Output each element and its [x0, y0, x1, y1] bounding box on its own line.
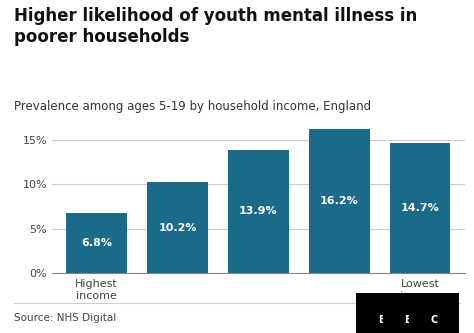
Bar: [309, 129, 370, 273]
Bar: [66, 213, 127, 273]
Text: Source: NHS Digital: Source: NHS Digital: [14, 313, 117, 323]
Text: 13.9%: 13.9%: [239, 206, 278, 216]
Text: C: C: [430, 315, 438, 325]
Text: B: B: [378, 315, 385, 325]
Text: 10.2%: 10.2%: [158, 223, 197, 233]
Bar: [390, 143, 450, 273]
Bar: [228, 150, 289, 273]
Text: B: B: [404, 315, 411, 325]
Text: Higher likelihood of youth mental illness in
poorer households: Higher likelihood of youth mental illnes…: [14, 7, 418, 46]
Text: 16.2%: 16.2%: [320, 196, 358, 206]
Bar: [147, 182, 208, 273]
Text: Prevalence among ages 5-19 by household income, England: Prevalence among ages 5-19 by household …: [14, 100, 371, 113]
Text: 6.8%: 6.8%: [81, 238, 112, 248]
Text: 14.7%: 14.7%: [401, 203, 439, 213]
